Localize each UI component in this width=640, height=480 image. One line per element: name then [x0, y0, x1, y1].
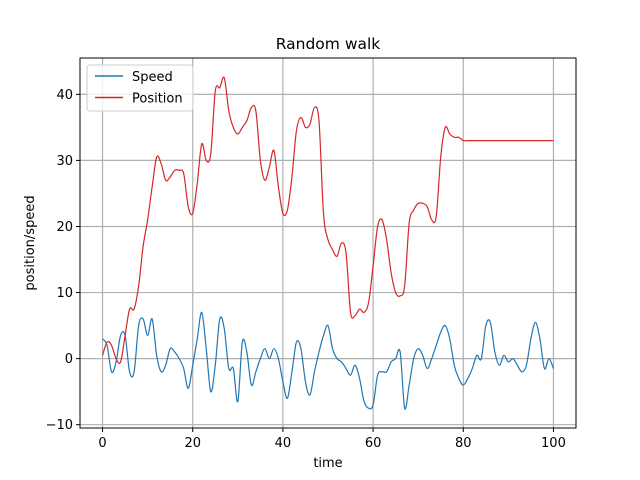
grid	[80, 58, 576, 428]
x-tick-label: 0	[98, 436, 106, 451]
y-tick-label: 40	[56, 88, 73, 103]
series-line-speed	[102, 311, 555, 410]
series-line-position	[101, 76, 554, 365]
y-tick-label: 10	[56, 286, 73, 301]
x-tick-label: 60	[365, 436, 382, 451]
chart-title: Random walk	[276, 35, 381, 53]
legend: Speed Position	[86, 64, 194, 112]
x-tick-label: 100	[541, 436, 566, 451]
series-lines	[101, 76, 555, 410]
legend-label-position: Position	[132, 92, 183, 107]
x-tick-label: 20	[184, 436, 201, 451]
plot-frame	[79, 57, 577, 429]
x-axis-label: time	[313, 456, 342, 471]
y-tick-label: −10	[46, 418, 73, 433]
axis-ticks: 0 20 40 60 80 100 −10 0 10 20 30 40	[46, 88, 566, 451]
y-axis-label: position/speed	[23, 195, 38, 290]
legend-label-speed: Speed	[132, 70, 173, 85]
x-tick-label: 40	[275, 436, 292, 451]
x-tick-label: 80	[455, 436, 472, 451]
y-tick-label: 20	[56, 220, 73, 235]
y-tick-label: 30	[56, 154, 73, 169]
y-tick-label: 0	[65, 352, 73, 367]
